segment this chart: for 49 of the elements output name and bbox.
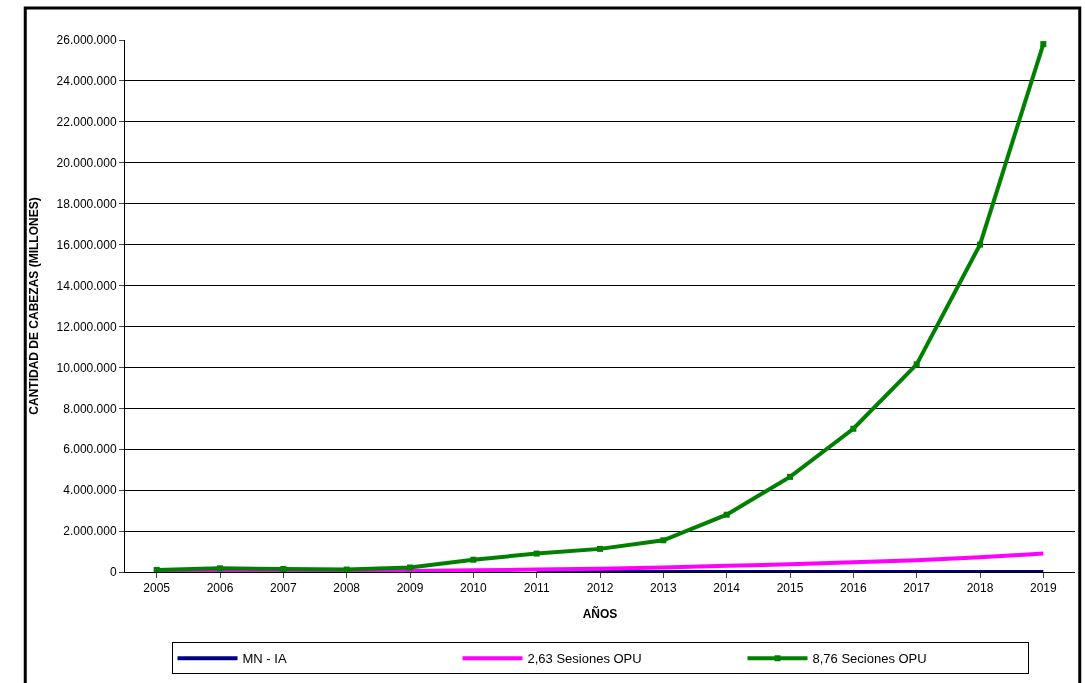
x-tick-label: 2013 xyxy=(649,581,677,596)
x-tick-label: 2016 xyxy=(839,581,867,596)
y-tick-label: 14.000.000 xyxy=(56,278,117,293)
point xyxy=(660,537,667,544)
point xyxy=(343,566,350,572)
y-tick-label: 18.000.000 xyxy=(56,196,117,211)
x-tick-label: 2005 xyxy=(143,581,171,596)
y-tick-label: 26.000.000 xyxy=(56,33,117,48)
point xyxy=(153,566,160,572)
point xyxy=(217,565,223,572)
x-axis-title: AÑOS xyxy=(582,606,618,622)
point xyxy=(1040,41,1047,48)
point xyxy=(470,556,477,563)
point xyxy=(723,511,730,518)
point xyxy=(533,550,540,557)
point xyxy=(977,241,983,248)
point xyxy=(913,361,920,368)
x-tick-label: 2014 xyxy=(713,581,741,596)
x-tick-label: 2012 xyxy=(586,581,614,596)
x-tick-label: 2017 xyxy=(903,581,931,596)
x-tick-label: 2007 xyxy=(269,581,297,596)
x-tick-label: 2011 xyxy=(523,581,550,596)
y-tick-label: 24.000.000 xyxy=(56,74,117,89)
y-tick-label: 20.000.000 xyxy=(56,155,117,170)
x-tick-label: 2018 xyxy=(966,581,994,596)
x-tick-label: 2009 xyxy=(396,581,424,596)
legend-label: MN - IA xyxy=(242,651,287,667)
point xyxy=(787,473,793,480)
x-tick-label: 2019 xyxy=(1029,581,1057,596)
y-tick-label: 2.000.000 xyxy=(63,524,117,539)
y-tick-label: 0 xyxy=(109,565,117,580)
x-tick-label: 2008 xyxy=(333,581,361,596)
point xyxy=(280,565,287,572)
y-tick-label: 10.000.000 xyxy=(56,360,117,375)
legend-label: 2,63 Sesiones OPU xyxy=(527,651,642,667)
y-tick-label: 12.000.000 xyxy=(56,319,117,334)
x-tick-label: 2006 xyxy=(206,581,234,596)
y-axis-title: CANTIDAD DE CABEZAS (MILLONES) xyxy=(26,197,41,415)
y-tick-label: 8.000.000 xyxy=(63,401,117,416)
y-tick-label: 6.000.000 xyxy=(63,442,117,457)
y-tick-label: 4.000.000 xyxy=(63,483,117,498)
y-tick-label: 16.000.000 xyxy=(56,237,117,252)
point xyxy=(407,564,413,571)
legend-label: 8,76 Seciones OPU xyxy=(812,651,927,667)
y-tick-label: 22.000.000 xyxy=(56,115,117,130)
x-tick-label: 2010 xyxy=(459,581,487,596)
point xyxy=(850,425,857,432)
x-tick-label: 2015 xyxy=(776,581,804,596)
point xyxy=(597,545,603,552)
